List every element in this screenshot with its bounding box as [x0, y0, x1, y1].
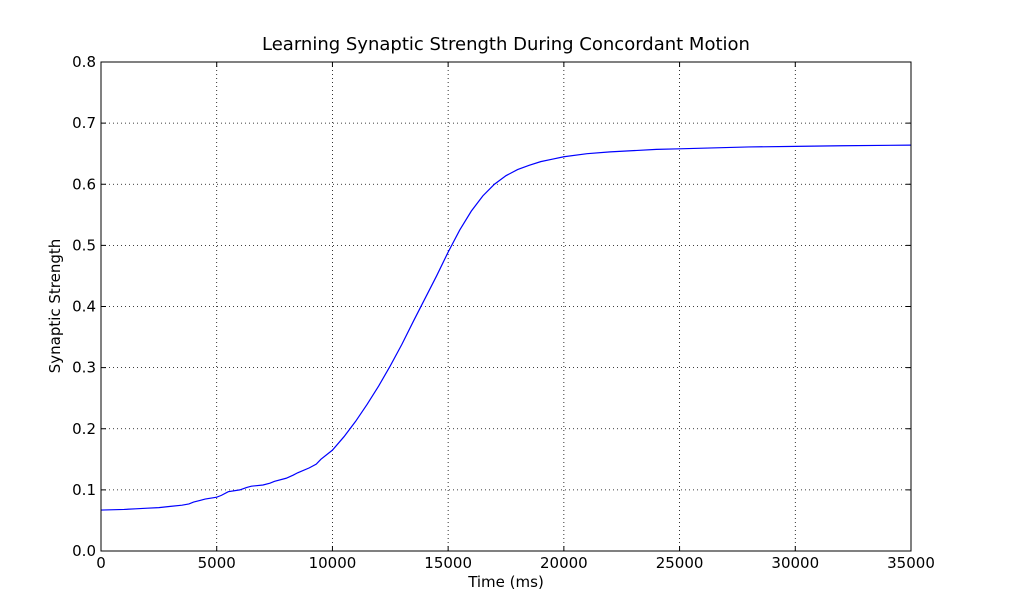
x-tick-label: 30000: [771, 554, 819, 572]
y-tick-label: 0.7: [72, 114, 96, 132]
x-tick-label: 15000: [424, 554, 472, 572]
x-tick-label: 0: [96, 554, 106, 572]
y-tick-label: 0.0: [72, 542, 96, 560]
x-tick-label: 10000: [309, 554, 357, 572]
y-tick-label: 0.8: [72, 53, 96, 71]
y-tick-label: 0.6: [72, 175, 96, 193]
y-tick-label: 0.3: [72, 359, 96, 377]
x-tick-label: 20000: [540, 554, 588, 572]
chart-title: Learning Synaptic Strength During Concor…: [262, 34, 750, 55]
x-axis-label: Time (ms): [467, 573, 544, 591]
x-tick-label: 5000: [198, 554, 236, 572]
grid-lines: [100, 61, 912, 552]
series-layer: [100, 144, 912, 511]
axis-ticks: 0 5000 10000 15000 20000 25000 30000 35000 0.0 0.…: [72, 53, 935, 572]
y-tick-label: 0.1: [72, 481, 96, 499]
y-tick-label: 0.4: [72, 298, 96, 316]
y-axis-label: Synaptic Strength: [46, 239, 64, 374]
y-tick-label: 0.5: [72, 236, 96, 254]
x-tick-label: 25000: [656, 554, 704, 572]
x-tick-label: 35000: [887, 554, 935, 572]
y-tick-label: 0.2: [72, 420, 96, 438]
series-line: [100, 144, 912, 511]
